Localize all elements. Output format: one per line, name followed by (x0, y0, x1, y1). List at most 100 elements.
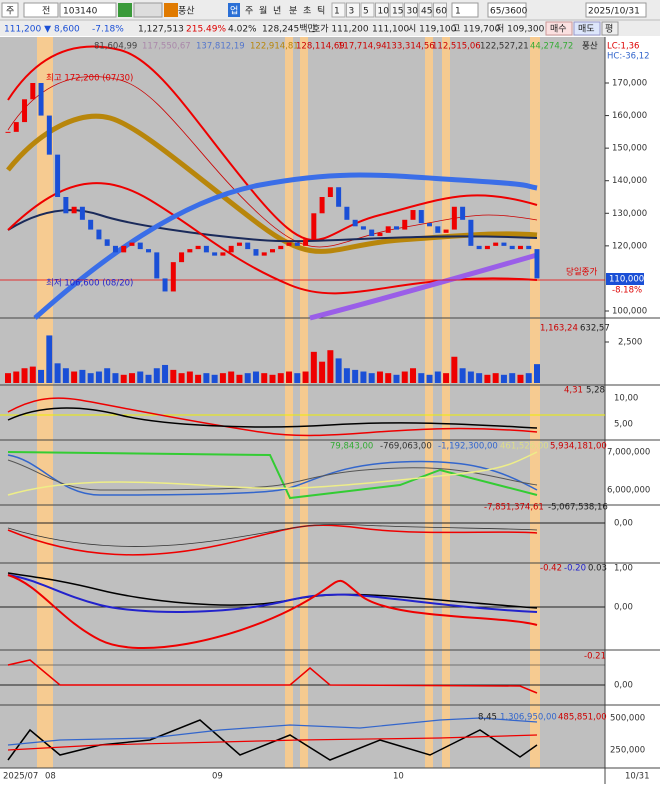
candle (236, 242, 242, 246)
volume-bar (195, 374, 202, 383)
candle (212, 252, 218, 256)
volume-bar (393, 374, 400, 383)
volume-bar (343, 368, 350, 383)
candle (55, 154, 61, 197)
candle (129, 242, 135, 246)
btn[interactable]: 초 (303, 6, 311, 17)
volume-bar (286, 371, 293, 383)
candle (5, 131, 11, 133)
candle (220, 252, 226, 256)
legend: -769,063,00 (380, 442, 432, 452)
interval[interactable]: 10 (378, 7, 390, 17)
interval-box (389, 2, 404, 18)
candle (336, 187, 342, 207)
volume-bar (294, 373, 301, 383)
candle (393, 226, 399, 230)
price: 111,200 ▼ (4, 25, 51, 35)
date[interactable]: 2025/10/31 (588, 7, 640, 17)
volume-bar (310, 351, 317, 383)
tick-label: 1,00 (614, 564, 633, 574)
volume-bar (500, 374, 507, 383)
candle (344, 206, 350, 220)
buy[interactable]: 매수 (550, 24, 567, 35)
code[interactable]: 103140 (63, 7, 98, 17)
change: 8,600 (54, 25, 80, 35)
btn[interactable]: 월 (259, 5, 267, 17)
legend: -0.20 (564, 564, 586, 574)
volume-bar (219, 373, 226, 383)
candle (435, 226, 441, 233)
interval[interactable]: 30 (407, 7, 419, 17)
volume-bar (29, 366, 36, 383)
volume-bar (277, 373, 284, 383)
candle (410, 210, 416, 220)
legend: 133,314,56 (386, 42, 435, 52)
interval[interactable]: 60 (436, 7, 448, 17)
volume-bar (79, 369, 86, 383)
volume-bar (492, 373, 499, 383)
sell[interactable]: 매도 (578, 24, 595, 35)
interval[interactable]: 3 (349, 7, 355, 17)
market[interactable]: 주 (6, 6, 14, 17)
volume-bar (137, 371, 144, 383)
legend: -1,192,300,00 (438, 442, 498, 452)
tick-label: 0,00 (614, 603, 633, 613)
volume-bar (426, 374, 433, 383)
candle (30, 83, 36, 100)
volume-bar (335, 358, 342, 383)
tick-label: 170,000 (612, 79, 647, 89)
tick-label: 130,000 (612, 209, 647, 219)
candle (46, 115, 52, 155)
candle (203, 245, 209, 253)
candle (88, 219, 94, 230)
last-price: 110,000 (609, 275, 644, 285)
interval[interactable]: 45 (421, 7, 432, 17)
volume-bar (368, 373, 375, 383)
legend: 485,851,00 (558, 713, 607, 723)
eval[interactable]: 평 (605, 24, 613, 35)
candle (162, 278, 168, 292)
tick-label: 7,000,000 (607, 448, 650, 458)
date-label: 09 (212, 772, 223, 782)
btn[interactable]: 분 (289, 6, 297, 17)
volume-bar (302, 371, 309, 383)
legend: -7,851,374,61 (484, 503, 544, 513)
indicator-lines (0, 45, 605, 761)
candle (13, 122, 19, 132)
interval[interactable]: 5 (363, 7, 369, 17)
volume-bar (104, 368, 111, 383)
volume-bar (13, 371, 20, 383)
interval[interactable]: 1 (334, 7, 340, 17)
volume-bar (186, 371, 193, 383)
tick-label: 0,00 (614, 681, 633, 691)
btn[interactable]: 틱 (317, 5, 325, 17)
btn[interactable]: 년 (273, 6, 281, 17)
volume-bar (484, 374, 491, 383)
volume-bar (385, 373, 392, 383)
count[interactable]: 1 (455, 7, 461, 17)
volume-bar (467, 371, 474, 383)
candle (493, 242, 499, 246)
interval-box (404, 2, 418, 18)
candle (104, 239, 110, 246)
candle (261, 252, 267, 256)
btn[interactable]: 업 (230, 6, 238, 17)
candle (294, 242, 300, 246)
volume-bar (120, 374, 127, 383)
legend: 117,550,67 (142, 42, 191, 52)
kind[interactable]: 전 (42, 6, 50, 17)
high: 고 119,700 (452, 25, 501, 35)
volume-bar (376, 371, 383, 383)
legend: HC:-36,12 (607, 52, 650, 62)
range[interactable]: 65/3600 (490, 7, 528, 17)
volume-bar (319, 361, 326, 383)
interval[interactable]: 15 (392, 7, 403, 17)
volume-bar (269, 374, 276, 383)
btn[interactable]: 주 (245, 6, 253, 17)
volume-bar (517, 374, 524, 383)
legend: 632,57 (580, 324, 610, 334)
candle (402, 219, 408, 230)
legend: 8,45 (478, 713, 497, 723)
candle (360, 226, 366, 230)
